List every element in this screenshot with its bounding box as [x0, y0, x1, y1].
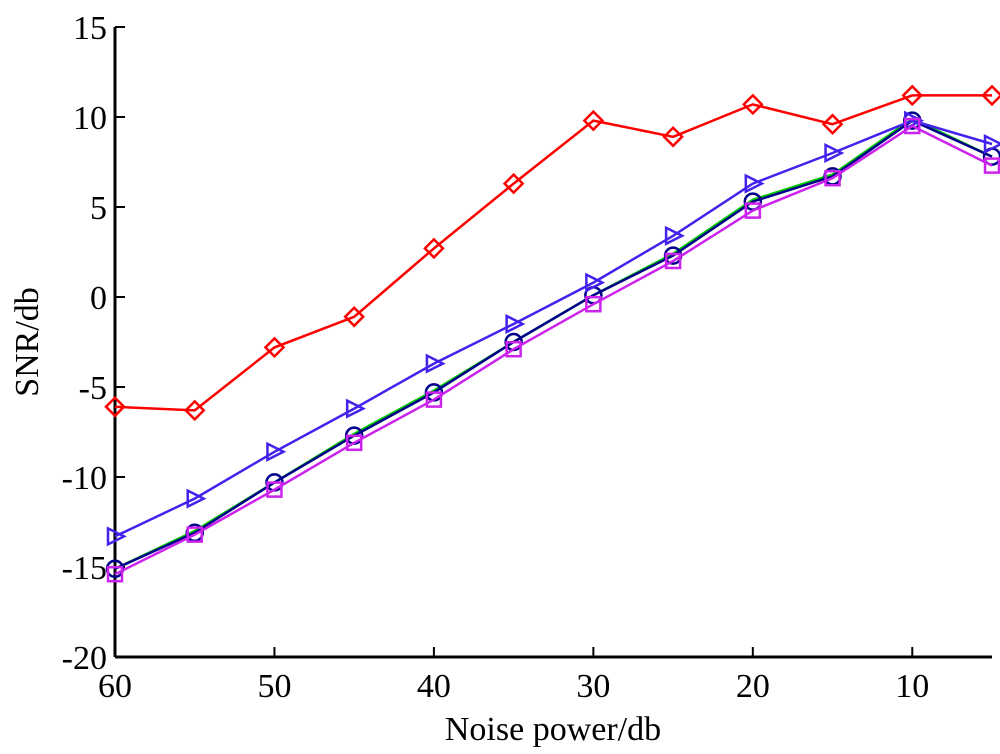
y-tick-label: 15 [73, 10, 107, 47]
series-line [114, 119, 993, 538]
y-tick-label: 0 [90, 280, 107, 317]
data-point [901, 84, 924, 107]
series-line [114, 94, 992, 412]
x-ticks: 60 50 40 30 20 10 [98, 647, 929, 705]
y-tick-label: -15 [62, 550, 107, 587]
series-3 [106, 110, 1000, 547]
data-point [983, 157, 1000, 174]
data-point [505, 340, 522, 358]
data-point [585, 295, 602, 313]
y-tick-label: -5 [79, 370, 107, 407]
data-point [263, 336, 286, 359]
y-tick-label: -20 [62, 640, 107, 677]
data-point [343, 306, 365, 328]
data-point [345, 398, 366, 419]
data-point [186, 526, 203, 543]
data-point [183, 399, 206, 422]
axes [113, 27, 992, 659]
data-point [821, 113, 844, 135]
series-4 [106, 117, 1000, 583]
series-layer [104, 84, 1000, 583]
data-point [186, 488, 207, 509]
data-point [425, 391, 443, 408]
data-point [505, 313, 526, 335]
data-point [664, 225, 685, 246]
series-line [114, 124, 993, 576]
data-point [983, 133, 1000, 155]
y-tick-label: 10 [73, 100, 107, 137]
data-point [502, 172, 525, 195]
x-tick-label: 30 [576, 668, 610, 705]
data-point [744, 202, 762, 219]
data-point [266, 481, 283, 498]
data-point [981, 84, 1000, 107]
x-tick-label: 10 [895, 668, 929, 705]
y-axis-label: SNR/db [9, 287, 46, 397]
data-point [744, 173, 765, 194]
data-point [582, 109, 605, 132]
y-tick-label: 5 [90, 190, 107, 227]
data-point [662, 126, 684, 148]
data-point [104, 396, 126, 418]
y-ticks: 15 10 5 0 -5 -10 -15 -20 [62, 10, 125, 677]
data-point [585, 272, 606, 293]
x-tick-label: 40 [417, 668, 451, 705]
data-point [345, 434, 363, 452]
data-point [742, 93, 764, 116]
data-point [266, 441, 287, 462]
x-tick-label: 20 [736, 668, 770, 705]
data-point [824, 142, 845, 164]
series-line [114, 119, 993, 570]
data-point [106, 565, 124, 583]
data-point [824, 169, 841, 187]
data-point [425, 353, 446, 374]
x-axis-label: Noise power/db [445, 711, 661, 748]
data-point [423, 237, 445, 260]
x-tick-label: 50 [257, 668, 291, 705]
data-point [904, 117, 921, 135]
data-point [106, 526, 127, 547]
y-tick-label: -10 [62, 460, 107, 497]
x-tick-label: 60 [98, 668, 132, 705]
data-point [664, 252, 682, 270]
series-0 [104, 84, 1000, 422]
